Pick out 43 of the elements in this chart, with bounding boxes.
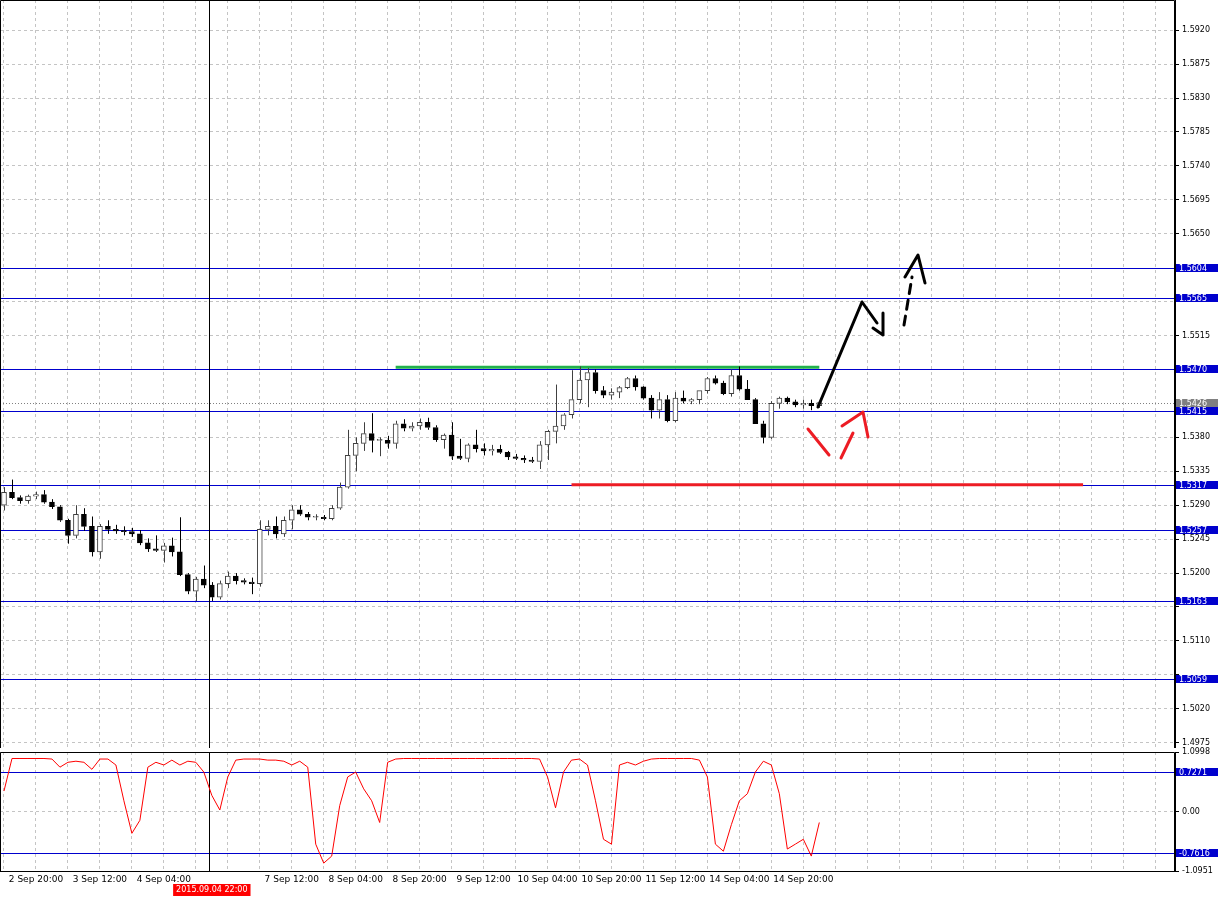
ref-line-label: 1.5059: [1179, 674, 1207, 684]
y-tick-label: 1.5020: [1182, 703, 1210, 713]
y-tick-label: 1.5290: [1182, 500, 1210, 510]
x-tick-label: 4 Sep 04:00: [136, 873, 192, 884]
x-tick-label: 8 Sep 04:00: [328, 873, 384, 884]
y-tick-label: 1.5245: [1182, 534, 1210, 544]
x-tick-label: 10 Sep 20:00: [581, 873, 642, 884]
ref-line-label: 1.5317: [1179, 480, 1207, 490]
x-tick-label: 11 Sep 12:00: [645, 873, 706, 884]
ref-line-label: 0.7271: [1179, 767, 1207, 777]
y-tick-label: 1.5335: [1182, 466, 1210, 476]
y-tick-label: 1.5380: [1182, 432, 1210, 442]
ref-line-label: 1.5604: [1179, 263, 1207, 273]
x-tick-label: 9 Sep 12:00: [456, 873, 512, 884]
y-tick-label: 1.5920: [1182, 25, 1210, 35]
ref-line-label: -0.7616: [1179, 848, 1210, 858]
x-tick-label: 10 Sep 04:00: [517, 873, 578, 884]
y-tick-label: 1.0998: [1182, 747, 1210, 757]
ref-line-label: 1.5565: [1179, 293, 1207, 303]
y-tick-label: 1.4975: [1182, 737, 1210, 747]
y-tick-label: 1.5830: [1182, 93, 1210, 103]
y-tick-label: -1.0951: [1182, 866, 1213, 876]
y-tick-label: 1.5875: [1182, 59, 1210, 69]
ref-line-label: 1.5415: [1179, 406, 1207, 416]
x-tick-label: 2 Sep 20:00: [8, 873, 64, 884]
x-tick-label: 3 Sep 12:00: [72, 873, 128, 884]
y-tick-label: 0.00: [1182, 806, 1200, 816]
y-tick-label: 1.5110: [1182, 636, 1210, 646]
y-tick-label: 1.5695: [1182, 194, 1210, 204]
ref-line-label: 1.5426: [1179, 398, 1207, 408]
x-tick-label: 7 Sep 12:00: [264, 873, 320, 884]
ref-line-label: 1.5257: [1179, 525, 1207, 535]
y-tick-label: 1.5740: [1182, 160, 1210, 170]
y-tick-label: 1.5200: [1182, 568, 1210, 578]
y-tick-label: 1.5785: [1182, 127, 1210, 137]
y-tick-label: 1.5650: [1182, 228, 1210, 238]
x-tick-label: 8 Sep 20:00: [392, 873, 448, 884]
x-tick-label: 14 Sep 04:00: [709, 873, 770, 884]
ref-line-label: 1.5470: [1179, 364, 1207, 374]
y-tick-label: 1.5515: [1182, 330, 1210, 340]
x-tick-label: 14 Sep 20:00: [773, 873, 834, 884]
x-tick-label: 2015.09.04 22:00: [176, 885, 248, 895]
ref-line-label: 1.5163: [1179, 596, 1207, 606]
